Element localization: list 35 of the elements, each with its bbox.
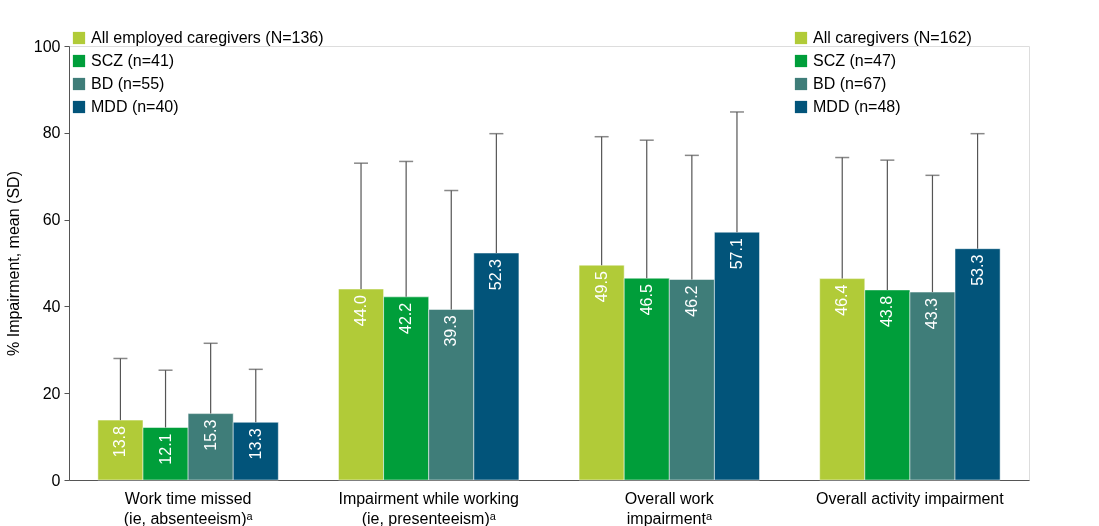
legend-label: BD (n=55) (91, 75, 165, 92)
data-label: 53.3 (968, 254, 986, 286)
data-label: 46.4 (833, 284, 851, 316)
legend-label: MDD (n=40) (91, 98, 179, 115)
data-label: 13.8 (111, 426, 129, 458)
legend-label: MDD (n=48) (813, 98, 901, 115)
data-label: 46.2 (682, 285, 700, 317)
data-label: 44.0 (352, 294, 370, 327)
data-label: 39.3 (442, 315, 460, 347)
data-label: 46.5 (637, 284, 655, 316)
x-tick-label: Work time missed (ie, absenteeism)ᵃ (123, 489, 254, 526)
y-tick-label: 60 (42, 211, 61, 229)
data-label: 15.3 (201, 419, 219, 451)
legend-label: BD (n=67) (813, 75, 887, 92)
y-axis-title: % Impairment, mean (SD) (4, 171, 22, 356)
data-label: 49.5 (592, 271, 610, 303)
data-label: 57.1 (727, 238, 745, 270)
data-label: 52.3 (487, 258, 505, 291)
data-label: 13.3 (246, 428, 264, 460)
legend-label: SCZ (n=47) (813, 52, 897, 69)
y-tick-label: 40 (42, 297, 61, 315)
x-tick-label: Overall activity impairment (816, 489, 1005, 507)
data-label: 43.3 (923, 297, 941, 330)
y-tick-label: 20 (42, 384, 61, 402)
data-label: 42.2 (397, 302, 415, 334)
legend-label: All caregivers (N=162) (813, 29, 972, 46)
data-label: 43.8 (878, 295, 896, 328)
legend-label: All employed caregivers (N=136) (91, 29, 324, 46)
data-label: 12.1 (156, 433, 174, 465)
x-tick-label: Overall work impairmentᵃ (624, 489, 715, 526)
y-tick-label: 100 (33, 37, 61, 55)
x-tick-label: Impairment while working (ie, presenteeism)ᵃ (338, 489, 519, 526)
y-tick-label: 0 (51, 471, 61, 489)
legend-label: SCZ (n=41) (91, 52, 175, 69)
y-tick-label: 80 (42, 124, 61, 142)
